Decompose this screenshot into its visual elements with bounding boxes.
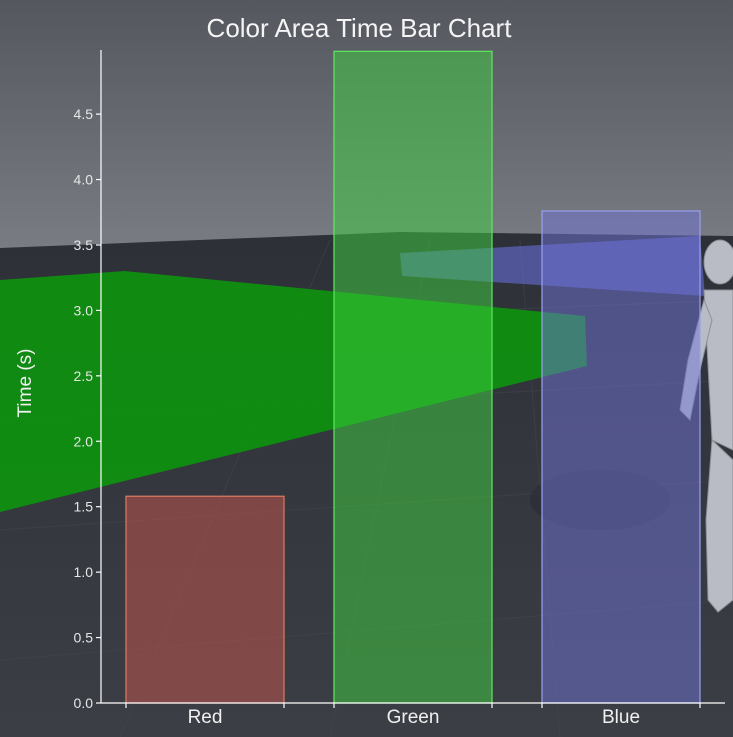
- x-category-label-green: Green: [387, 707, 440, 728]
- chart-title: Color Area Time Bar Chart: [207, 13, 513, 43]
- y-tick-label: 1.5: [74, 499, 94, 515]
- y-tick-label: 3.5: [74, 237, 94, 253]
- y-tick-label: 2.5: [74, 368, 94, 384]
- y-tick-label: 2.0: [74, 433, 94, 449]
- bar-red: [125, 495, 285, 704]
- y-tick-label: 1.0: [74, 564, 94, 580]
- y-axis-title: Time (s): [15, 349, 36, 418]
- axes-group: 0.0 0.5 1.0 1.5 2.0 2.5 3.0 3.5 4.0 4.5 Red Green Bl…: [74, 50, 725, 728]
- x-category-label-blue: Blue: [602, 707, 640, 728]
- y-tick-label: 0.0: [74, 695, 94, 711]
- y-tick-label: 0.5: [74, 630, 94, 646]
- y-tick-label: 4.5: [74, 106, 94, 122]
- y-tick-label: 4.0: [74, 172, 94, 188]
- y-tick-label: 3.0: [74, 302, 94, 318]
- x-category-label-red: Red: [188, 707, 223, 728]
- bar-green: [333, 50, 493, 704]
- bars-group: [125, 50, 701, 704]
- bar-blue: [541, 210, 701, 704]
